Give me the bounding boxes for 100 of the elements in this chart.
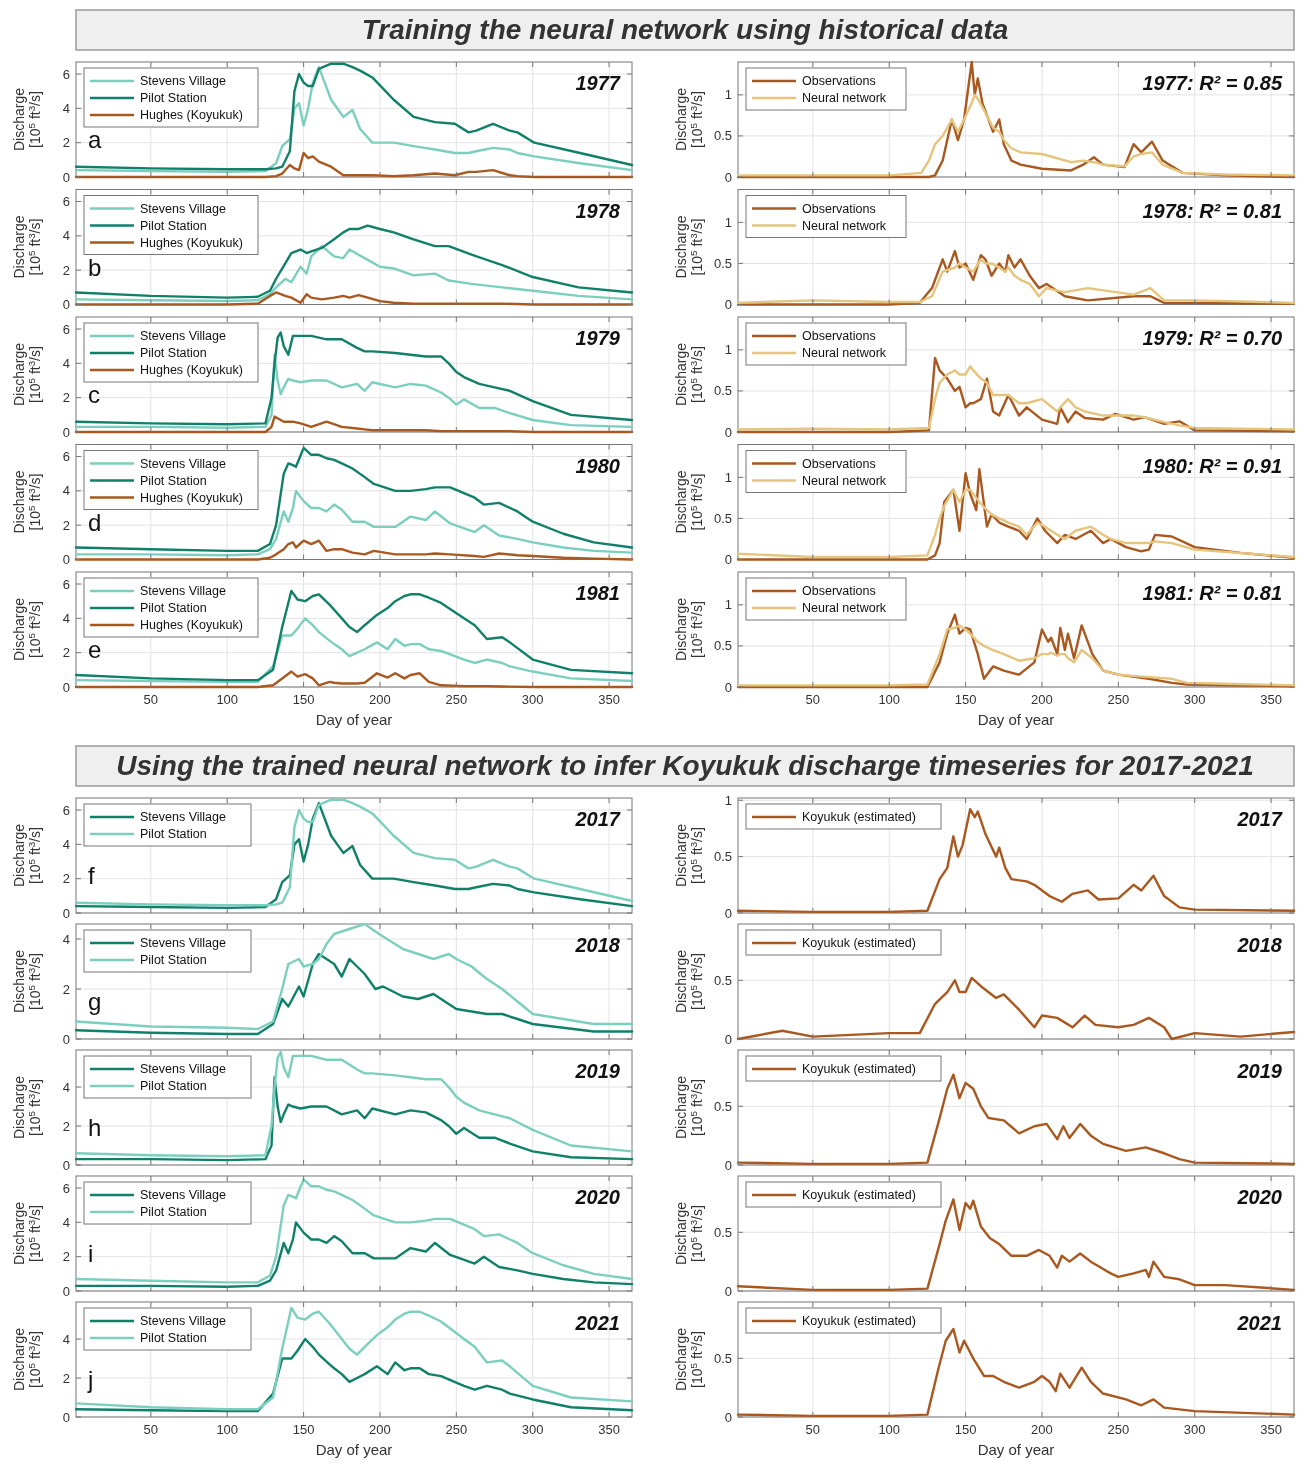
text: 1979	[575, 327, 621, 349]
y-tick-label: 6	[62, 802, 70, 818]
x-tick-label: 300	[1183, 1422, 1206, 1437]
y-tick-label: 0	[724, 1031, 732, 1047]
text: 1981	[575, 582, 620, 604]
annotation: e	[88, 636, 102, 664]
y-tick-label: 0	[724, 905, 732, 921]
line-series	[74, 670, 634, 689]
y-tick-label: 4	[62, 1331, 70, 1347]
x-tick-label: 150	[292, 692, 315, 707]
line-series	[736, 258, 1296, 305]
line-series	[74, 291, 634, 306]
legend-label: Stevens Village	[140, 1062, 226, 1077]
legend-label: Koyukuk (estimated)	[802, 1062, 916, 1077]
line-series	[736, 365, 1296, 431]
legend-label: Pilot Station	[140, 1079, 207, 1094]
y-tick-label: 0	[724, 1157, 732, 1173]
text: 1977	[575, 72, 621, 94]
legend-label: Koyukuk (estimated)	[802, 936, 916, 951]
x-tick-label: 100	[216, 692, 239, 707]
line-series	[74, 952, 634, 1036]
y-tick-label: 4	[62, 355, 70, 371]
y-tick-label: 2	[62, 135, 70, 151]
y-tick-label: 0	[62, 679, 70, 695]
x-tick-label: 50	[805, 692, 821, 707]
y-tick-label: 4	[62, 931, 70, 947]
y-tick-label: 0	[62, 424, 70, 440]
y-tick-label: 4	[62, 100, 70, 116]
x-tick-label: 150	[954, 1422, 977, 1437]
text: 1980	[575, 454, 620, 477]
legend-label: Stevens Village	[140, 810, 226, 825]
legend-label: Observations	[802, 456, 876, 471]
legend-label: Neural network	[802, 218, 887, 233]
y-tick-label: 0	[62, 552, 70, 568]
y-tick-label: 0.5	[713, 638, 732, 654]
y-tick-label: 0.5	[713, 972, 732, 988]
legend-label: Koyukuk (estimated)	[802, 1314, 916, 1329]
text: 2020	[574, 1186, 620, 1208]
text: 2017	[1236, 808, 1283, 830]
y-tick-label: 0.5	[713, 255, 732, 271]
line-series	[736, 249, 1296, 306]
y-tick-label: 6	[62, 321, 70, 337]
line-series	[74, 1076, 634, 1162]
x-tick-label: 200	[1031, 692, 1053, 707]
x-tick-label: 350	[1260, 1422, 1282, 1437]
y-tick-label: 0	[724, 297, 732, 313]
x-tick-label: 50	[143, 1422, 159, 1437]
legend-label: Pilot Station	[140, 346, 207, 361]
y-tick-label: 0.5	[713, 1350, 732, 1366]
y-tick-label: 0	[62, 1157, 70, 1173]
y-tick-label: 4	[62, 228, 70, 244]
legend-label: Pilot Station	[140, 953, 207, 968]
y-tick-label: 4	[62, 610, 70, 626]
x-tick-label: 350	[1260, 692, 1282, 707]
y-tick-label: 0.5	[713, 1224, 732, 1240]
line-series	[736, 976, 1296, 1041]
line-series	[736, 356, 1296, 434]
y-tick-label: 4	[62, 1214, 70, 1230]
y-tick-label: 0	[62, 297, 70, 313]
y-tick-label: 2	[62, 517, 70, 533]
y-tick-label: 1	[724, 87, 732, 103]
annotation: h	[88, 1114, 102, 1142]
chart-subtitle: Using the trained neural network to infer Koyukuk discharge timeseries for 2017-2021	[116, 750, 1254, 781]
legend-label: Stevens Village	[140, 456, 226, 471]
x-tick-label: 200	[1031, 1422, 1053, 1437]
y-tick-label: 0	[724, 552, 732, 568]
y-tick-label: 0.5	[713, 510, 732, 526]
y-tick-label: 6	[62, 66, 70, 82]
y-tick-label: 6	[62, 576, 70, 592]
legend-label: Pilot Station	[140, 601, 207, 616]
text: 2020	[1236, 1186, 1282, 1208]
line-series	[736, 624, 1296, 687]
legend-label: Hughes (Koyukuk)	[140, 618, 243, 633]
legend-label: Hughes (Koyukuk)	[140, 363, 243, 378]
legend-label: Observations	[802, 201, 876, 216]
y-tick-label: 0.5	[713, 128, 732, 144]
legend-label: Stevens Village	[140, 1188, 226, 1203]
x-axis-title: Day of year	[977, 1441, 1055, 1458]
line-series	[74, 617, 634, 684]
y-tick-label: 0	[62, 1283, 70, 1299]
y-tick-label: 6	[62, 194, 70, 210]
text: 2018	[574, 934, 621, 956]
y-tick-label: 2	[62, 390, 70, 406]
line-series	[736, 488, 1296, 559]
legend-label: Stevens Village	[140, 1314, 226, 1329]
x-tick-label: 50	[143, 692, 159, 707]
y-tick-label: 0.5	[713, 1098, 732, 1114]
x-tick-label: 350	[598, 1422, 620, 1437]
legend-label: Pilot Station	[140, 827, 207, 842]
line-series	[736, 613, 1296, 689]
legend-label: Pilot Station	[140, 473, 207, 488]
text: 1978	[575, 199, 621, 222]
y-tick-label: 0	[724, 679, 732, 695]
x-tick-label: 250	[445, 692, 468, 707]
line-series	[74, 331, 634, 426]
y-tick-label: 4	[62, 1079, 70, 1095]
text: 2019	[574, 1060, 621, 1082]
annotation: d	[88, 508, 102, 536]
text: 2021	[1236, 1312, 1282, 1334]
text: 1981: R² = 0.81	[1142, 582, 1282, 604]
